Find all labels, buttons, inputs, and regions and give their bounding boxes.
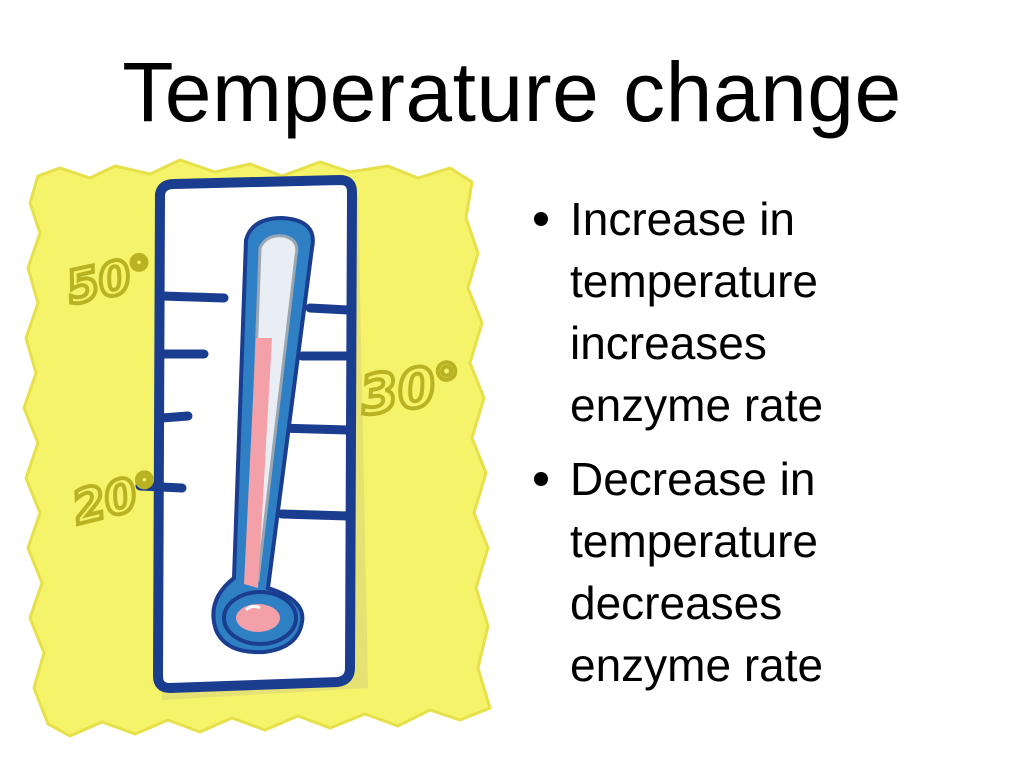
bullet-marker (534, 472, 548, 486)
bullet-item: Increase in temperature increases enzyme… (530, 188, 1010, 436)
left-tick-marks (135, 291, 229, 493)
mercury-column (244, 338, 272, 588)
thermometer-icon: 50° 30° 20° (22, 158, 492, 738)
bullet-text-line: Decrease in (570, 453, 816, 505)
bullet-text-line: increases (570, 317, 767, 369)
bullet-text-line: Increase in (570, 193, 796, 245)
bullet-marker (534, 212, 548, 226)
bullet-list: Increase in temperature increases enzyme… (530, 188, 1010, 708)
slide-title: Temperature change (122, 45, 902, 139)
bullet-text-line: decreases (570, 577, 783, 629)
bullet-text-line: enzyme rate (570, 639, 824, 691)
bullet-text-line: temperature (570, 255, 819, 307)
bullet-item: Decrease in temperature decreases enzyme… (530, 448, 1010, 696)
bullet-text-line: temperature (570, 515, 819, 567)
bullet-text-line: enzyme rate (570, 379, 824, 431)
thermometer-illustration: 50° 30° 20° (20, 148, 510, 748)
